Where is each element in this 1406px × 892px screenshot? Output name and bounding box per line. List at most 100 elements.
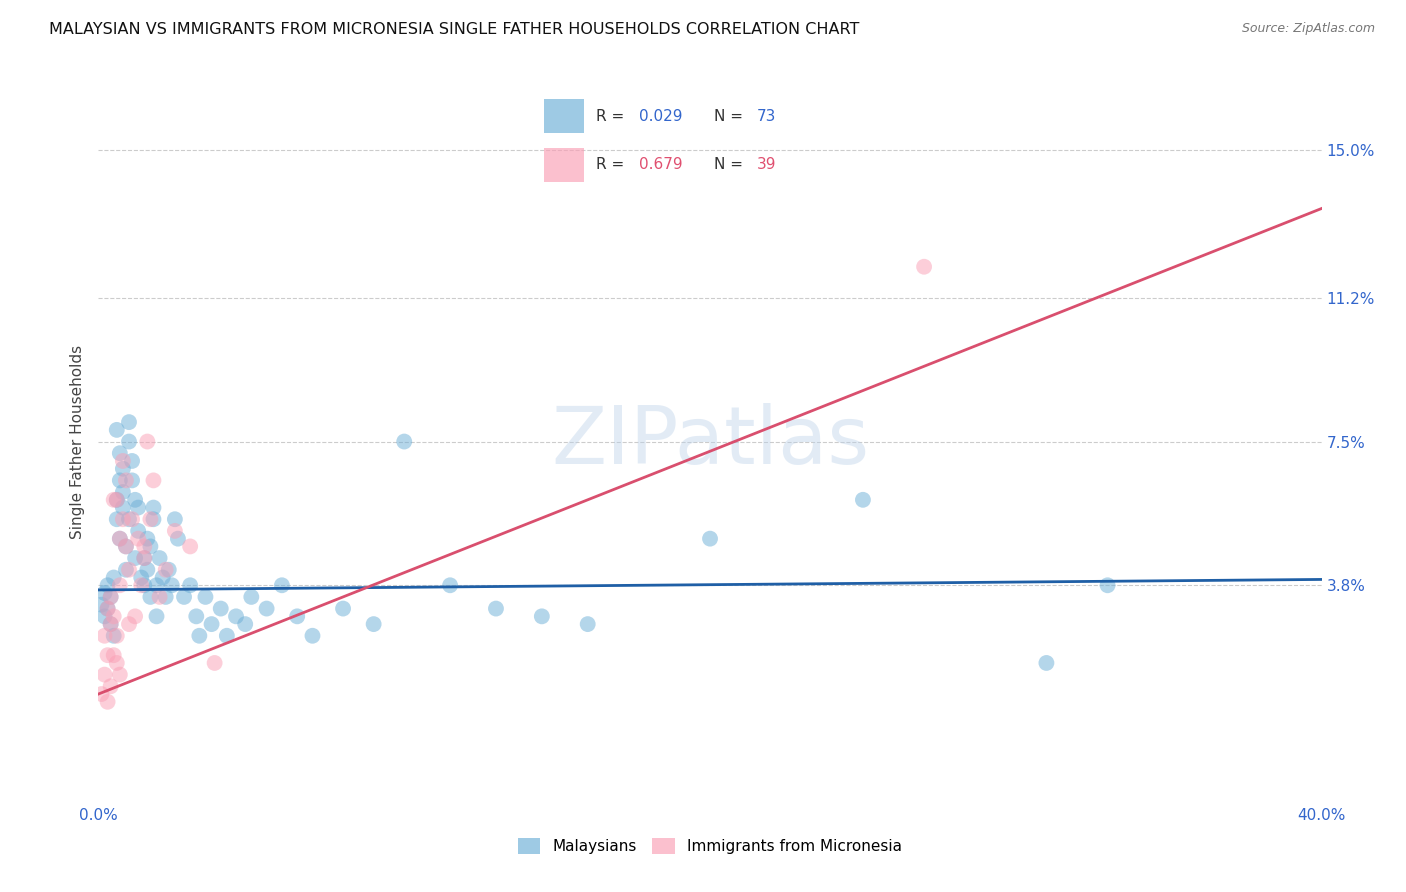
Point [100, 679, 122, 693]
Point [97, 578, 120, 592]
Point [90, 687, 112, 701]
Point [173, 590, 195, 604]
Point [157, 563, 180, 577]
Point [215, 629, 238, 643]
Point [363, 617, 385, 632]
Point [108, 446, 131, 460]
Point [134, 540, 156, 554]
Point [233, 617, 256, 632]
Point [108, 474, 131, 488]
Point [111, 461, 134, 475]
Point [121, 454, 143, 468]
Point [142, 474, 165, 488]
Text: 39: 39 [756, 157, 776, 172]
Point [108, 532, 131, 546]
Point [270, 578, 292, 592]
Point [108, 532, 131, 546]
Point [194, 590, 217, 604]
Point [103, 609, 125, 624]
Point [105, 629, 128, 643]
Point [301, 629, 323, 643]
Bar [544, 148, 583, 181]
Point [142, 512, 165, 526]
Point [852, 492, 875, 507]
Point [155, 563, 177, 577]
Point [118, 512, 141, 526]
Point [392, 434, 416, 449]
Point [134, 551, 156, 566]
Point [136, 532, 159, 546]
Point [111, 500, 134, 515]
Point [160, 578, 183, 592]
Point [256, 601, 278, 615]
Point [105, 492, 128, 507]
Point [136, 434, 159, 449]
Text: MALAYSIAN VS IMMIGRANTS FROM MICRONESIA SINGLE FATHER HOUSEHOLDS CORRELATION CHA: MALAYSIAN VS IMMIGRANTS FROM MICRONESIA … [49, 22, 859, 37]
Point [103, 492, 125, 507]
Point [1097, 578, 1119, 592]
Point [142, 500, 165, 515]
Point [115, 563, 138, 577]
Point [179, 578, 201, 592]
Point [163, 524, 186, 538]
Point [167, 532, 190, 546]
Point [115, 474, 138, 488]
Point [115, 540, 138, 554]
Point [485, 601, 508, 615]
Point [1035, 656, 1057, 670]
Point [105, 492, 128, 507]
Point [149, 590, 172, 604]
Text: 73: 73 [756, 109, 776, 124]
Point [100, 617, 122, 632]
Point [121, 512, 143, 526]
Point [209, 601, 232, 615]
Text: R =: R = [596, 157, 630, 172]
Point [108, 667, 131, 681]
Bar [544, 99, 583, 133]
Point [129, 570, 152, 584]
Point [93, 586, 115, 600]
Point [145, 578, 167, 592]
Text: N =: N = [714, 157, 748, 172]
Text: R =: R = [596, 109, 630, 124]
Point [97, 648, 120, 663]
Point [103, 629, 125, 643]
Point [118, 415, 141, 429]
Point [134, 551, 156, 566]
Point [97, 601, 120, 615]
Point [145, 609, 167, 624]
Point [118, 434, 141, 449]
Text: 0.679: 0.679 [640, 157, 683, 172]
Point [127, 524, 149, 538]
Point [200, 617, 222, 632]
Point [285, 609, 308, 624]
Point [100, 590, 122, 604]
Point [100, 617, 122, 632]
Point [103, 648, 125, 663]
Point [90, 598, 112, 612]
Point [439, 578, 461, 592]
Point [134, 578, 156, 592]
Point [139, 590, 162, 604]
Point [530, 609, 553, 624]
Point [186, 609, 208, 624]
Text: 0.029: 0.029 [640, 109, 683, 124]
Point [111, 485, 134, 500]
Point [100, 590, 122, 604]
Point [108, 578, 131, 592]
Point [97, 695, 120, 709]
Point [912, 260, 935, 274]
Point [124, 551, 146, 566]
Legend: Malaysians, Immigrants from Micronesia: Malaysians, Immigrants from Micronesia [512, 832, 908, 860]
Point [576, 617, 599, 632]
Point [97, 601, 120, 615]
Point [103, 570, 125, 584]
Point [93, 667, 115, 681]
Point [332, 601, 354, 615]
Point [115, 540, 138, 554]
Text: ZIPatlas: ZIPatlas [551, 402, 869, 481]
Point [124, 609, 146, 624]
Point [136, 563, 159, 577]
Text: N =: N = [714, 109, 748, 124]
Point [124, 492, 146, 507]
